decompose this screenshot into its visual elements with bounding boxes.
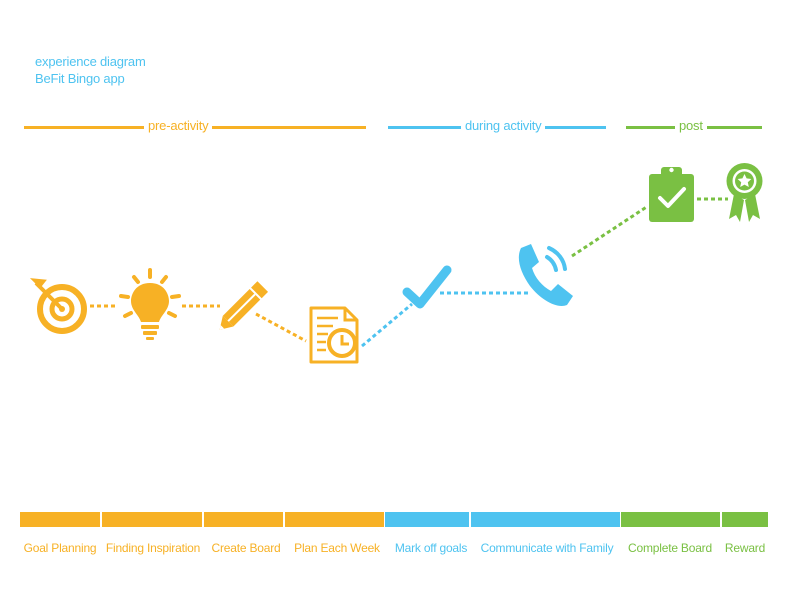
phase-label-pre: pre-activity <box>144 118 213 133</box>
pencil-icon <box>219 281 269 330</box>
connector-6-7 <box>571 204 649 258</box>
step-label-plan-each-week: Plan Each Week <box>294 541 380 555</box>
app-name: BeFit Bingo app <box>35 71 125 86</box>
step-label-mark-off-goals: Mark off goals <box>394 541 468 555</box>
step-bar-create-board <box>204 512 283 527</box>
step-label-communicate: Communicate with Family <box>480 541 614 555</box>
step-bar-communicate <box>471 512 620 527</box>
phone-icon <box>518 244 573 306</box>
step-bar-finding-inspiration <box>102 512 202 527</box>
connector-3-4 <box>255 312 307 343</box>
clipboard-check-icon <box>649 167 694 222</box>
target-icon <box>29 278 87 334</box>
lightbulb-icon <box>119 268 181 340</box>
step-bar-plan-each-week <box>285 512 384 527</box>
step-label-create-board: Create Board <box>211 541 281 555</box>
step-label-goal-planning: Goal Planning <box>23 541 97 555</box>
step-label-reward: Reward <box>724 541 766 555</box>
step-bar-reward <box>722 512 768 527</box>
step-label-complete-board: Complete Board <box>628 541 712 555</box>
award-ribbon-icon <box>726 163 763 222</box>
diagram-title: experience diagram <box>35 54 146 69</box>
step-bar-complete-board <box>621 512 720 527</box>
step-bar-goal-planning <box>20 512 100 527</box>
step-bar-mark-off-goals <box>385 512 469 527</box>
phase-label-post: post <box>675 118 707 133</box>
connector-4-5 <box>361 302 413 348</box>
checkmark-icon <box>402 265 452 309</box>
phase-label-during: during activity <box>461 118 546 133</box>
schedule-document-icon <box>309 306 359 364</box>
step-label-finding-inspiration: Finding Inspiration <box>105 541 201 555</box>
